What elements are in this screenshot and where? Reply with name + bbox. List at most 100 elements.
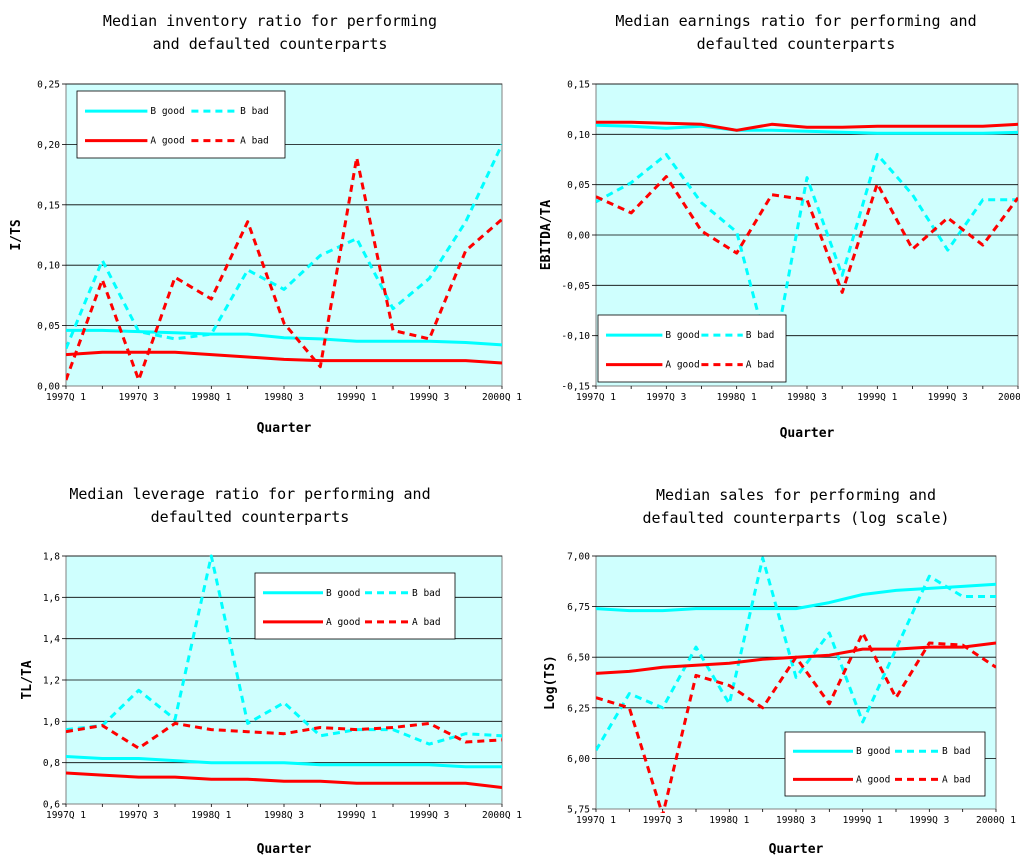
chart-title-line: Median earnings ratio for performing and: [615, 12, 976, 30]
legend-label: B good: [326, 588, 360, 599]
x-tick-label: 1999Q 1: [337, 810, 377, 821]
legend-label: A bad: [240, 136, 269, 147]
legend-label: A bad: [746, 360, 775, 371]
series-line-a-good: [66, 771, 502, 789]
series-line-b-good: [66, 755, 502, 769]
legend: B good B bad A good A bad: [76, 90, 286, 159]
x-tick-label: 1997Q 3: [119, 810, 159, 821]
x-tick-label: 1997Q 3: [119, 392, 159, 403]
legend-box: [254, 572, 456, 640]
x-tick-label: 1997Q 1: [46, 392, 86, 403]
chart-1: Median inventory ratio for performing and…: [9, 12, 522, 436]
series-line-a-bad: [596, 631, 996, 813]
y-tick-label: 6,00: [567, 754, 590, 765]
legend-label: B bad: [412, 588, 441, 599]
x-tick-label: 1999Q 3: [909, 815, 949, 826]
y-tick-label: 0,00: [567, 231, 590, 242]
legend-label: A good: [150, 136, 184, 147]
x-tick-label: 2000Q 1: [998, 392, 1020, 403]
legend: B good B bad A good A bad: [597, 314, 787, 383]
legend-label: B bad: [746, 330, 775, 341]
legend-label: B good: [150, 106, 184, 117]
legend: B good B bad A good A bad: [254, 572, 456, 640]
chart-4: Median sales for performing and defaulted…: [543, 486, 1016, 857]
x-tick-label: 1998Q 1: [191, 810, 231, 821]
legend-label: A bad: [942, 774, 971, 785]
x-tick-label: 2000Q 1: [976, 815, 1016, 826]
x-tick-label: 1997Q 1: [46, 810, 86, 821]
y-tick-label: 6,75: [567, 602, 590, 613]
legend-label: B good: [856, 746, 890, 757]
x-tick-label: 1997Q 1: [576, 815, 616, 826]
x-tick-label: 1999Q 3: [409, 810, 449, 821]
x-tick-label: 1999Q 1: [857, 392, 897, 403]
y-tick-label: 5,75: [567, 805, 590, 816]
y-axis-label: EBITDA/TA: [539, 200, 554, 271]
series-line-b-bad: [596, 556, 996, 752]
chart-2: Median earnings ratio for performing and…: [539, 12, 1020, 441]
series-line-b-good: [66, 328, 502, 347]
x-tick-label: 1998Q 1: [717, 392, 757, 403]
x-tick-label: 1998Q 1: [191, 392, 231, 403]
chart-title-line: defaulted counterparts (log scale): [642, 509, 949, 527]
series-line-a-good: [66, 350, 502, 365]
chart-title-line: Median inventory ratio for performing: [103, 12, 437, 30]
legend-box: [784, 731, 986, 797]
y-tick-label: 1,0: [43, 717, 60, 728]
x-tick-label: 1997Q 1: [576, 392, 616, 403]
y-tick-label: 0,05: [37, 321, 60, 332]
y-tick-label: -0,10: [561, 331, 590, 342]
y-tick-label: 0,00: [37, 382, 60, 393]
legend: B good B bad A good A bad: [784, 731, 986, 797]
legend-label: A good: [326, 617, 360, 628]
series-line-a-bad: [596, 175, 1018, 294]
x-tick-label: 2000Q 1: [482, 392, 522, 403]
legend-label: B bad: [942, 746, 971, 757]
y-tick-label: 7,00: [567, 552, 590, 563]
legend-label: A good: [665, 360, 699, 371]
y-tick-label: 1,8: [43, 552, 60, 563]
y-tick-label: 6,25: [567, 703, 590, 714]
y-tick-label: 0,25: [37, 80, 60, 91]
x-axis-label: Quarter: [780, 426, 835, 441]
chart-title-line: and defaulted counterparts: [153, 35, 388, 53]
legend-label: B bad: [240, 106, 269, 117]
series-line-a-bad: [66, 156, 502, 382]
series-line-b-bad: [596, 153, 1018, 368]
y-tick-label: 0,15: [37, 200, 60, 211]
series-line-a-bad: [66, 721, 502, 750]
x-tick-label: 1999Q 3: [409, 392, 449, 403]
legend-label: A bad: [412, 617, 441, 628]
legend-label: A good: [856, 774, 890, 785]
x-tick-label: 1998Q 3: [787, 392, 827, 403]
y-tick-label: 1,4: [43, 634, 60, 645]
chart-title-line: Median leverage ratio for performing and: [69, 485, 430, 503]
x-axis-label: Quarter: [257, 421, 312, 436]
y-tick-label: 0,10: [567, 130, 590, 141]
chart-title-line: defaulted counterparts: [697, 35, 896, 53]
y-tick-label: -0,15: [561, 382, 590, 393]
series-line-b-bad: [66, 554, 502, 746]
x-tick-label: 2000Q 1: [482, 810, 522, 821]
y-tick-label: 1,2: [43, 676, 60, 687]
chart-3: Median leverage ratio for performing and…: [20, 485, 522, 857]
y-tick-label: 0,20: [37, 140, 60, 151]
y-tick-label: 0,8: [43, 758, 60, 769]
legend-box: [597, 314, 787, 383]
series-line-b-bad: [66, 143, 502, 350]
y-tick-label: 0,05: [567, 180, 590, 191]
x-tick-label: 1997Q 3: [646, 392, 686, 403]
x-tick-label: 1998Q 1: [709, 815, 749, 826]
x-tick-label: 1998Q 3: [264, 810, 304, 821]
legend-label: B good: [665, 330, 699, 341]
y-axis-label: Log(TS): [543, 655, 558, 710]
y-tick-label: 1,6: [43, 593, 60, 604]
series-line-b-good: [596, 582, 996, 613]
x-axis-label: Quarter: [257, 842, 312, 857]
x-axis-label: Quarter: [769, 842, 824, 857]
x-tick-label: 1998Q 3: [264, 392, 304, 403]
x-tick-label: 1997Q 3: [643, 815, 683, 826]
x-tick-label: 1999Q 1: [337, 392, 377, 403]
y-tick-label: -0,05: [561, 281, 590, 292]
